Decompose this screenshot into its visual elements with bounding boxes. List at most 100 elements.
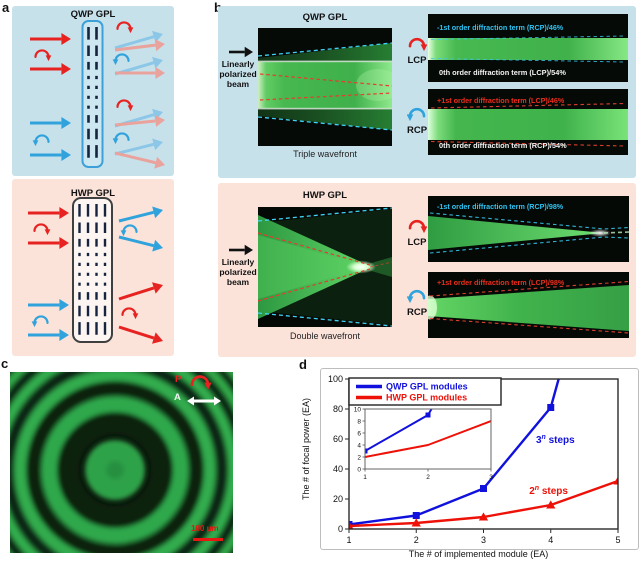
red-dashed-wavefront [369, 261, 392, 268]
polarization-rotation-icon [132, 313, 139, 320]
rcp-label: RCP [406, 307, 428, 318]
x-tick-label: 2 [414, 535, 419, 545]
inset-y-tick-label: 0 [357, 466, 361, 473]
scale-bar [193, 538, 223, 541]
polarization-rotation-icon [116, 99, 132, 109]
panel-b-qwp-caption: Triple wavefront [293, 149, 357, 159]
polarization-rotation-icon [127, 105, 134, 112]
red-dashed-wavefront [259, 73, 392, 87]
inset-area [365, 409, 491, 469]
polarization-rotation-icon [34, 134, 50, 144]
strip-headline: +1st order diffraction term (LCP)/98% [437, 278, 565, 287]
cyan-dashed-wavefront [258, 312, 392, 327]
data-marker-square [365, 448, 368, 454]
rcp-rotation [407, 296, 414, 304]
band-edge [258, 60, 392, 63]
annotation: 2n steps [529, 485, 568, 497]
polarization-rotation-icon [112, 59, 119, 66]
x-tick-label: 1 [346, 535, 351, 545]
strip-footline: 0th order diffraction term (LCP)/54% [439, 68, 566, 77]
y-tick-label: 80 [333, 404, 343, 414]
data-marker-square [547, 404, 555, 411]
scale-bar-label: 100 μm [191, 524, 219, 533]
x-tick-label: 4 [548, 535, 553, 545]
interference-ring [14, 372, 216, 553]
chart-y-axis-label: The # of focal power (EA) [301, 397, 311, 501]
beam-strip-graphic [428, 272, 629, 338]
polarizer-rotation [190, 375, 210, 386]
beam-arrow [152, 206, 163, 219]
beam-arrow [114, 119, 156, 127]
polarization-rotation-icon [32, 140, 39, 147]
beam-arrow [114, 142, 155, 156]
analyzer-label: A [174, 392, 181, 403]
beam-arrow [118, 325, 155, 340]
inset-y-tick-label: 10 [354, 406, 362, 413]
polarization-rotation-icon [44, 229, 51, 236]
beam-arrow [152, 282, 163, 294]
input-beam-arrow [244, 46, 253, 58]
data-marker-triangle [411, 518, 421, 527]
polarization-rotation-icon [45, 55, 52, 62]
cyan-dashed-wavefront [258, 116, 392, 131]
polarizer-label: P [175, 374, 182, 385]
qwp-gpl-diagram [30, 20, 165, 169]
panel-a-label: a [2, 0, 10, 15]
qwp-triple-wavefront-photo [258, 28, 392, 146]
beam-strip-graphic [428, 196, 629, 262]
beam-arrow [59, 329, 69, 341]
lcp-rotation [408, 219, 426, 230]
polarization-rotation-icon [114, 132, 130, 142]
beam-arrow [154, 114, 165, 127]
beam-arrow [154, 156, 165, 169]
inset-x-tick-label: 1 [363, 474, 367, 481]
beam-arrow [152, 108, 163, 121]
interference-ring [26, 381, 204, 553]
post-focus-beam [368, 257, 392, 277]
y-tick-label: 0 [338, 524, 343, 534]
rcp-rotation [408, 289, 426, 300]
beam-arrow [114, 151, 157, 165]
gpl-device [72, 197, 113, 343]
panel-b-qwp-title: QWP GPL [302, 12, 348, 23]
legend-label: HWP GPL modules [386, 393, 467, 403]
data-marker-triangle [478, 512, 489, 521]
panel-b-hwp-beam-label: Linearly polarized beam [219, 257, 257, 288]
beam-arrow [114, 35, 155, 50]
rcp-rotation-icon [407, 289, 426, 304]
x-tick-label: 5 [615, 535, 620, 545]
inset-x-tick-label: 2 [426, 474, 430, 481]
annotation: 3n steps [536, 434, 575, 446]
central-beam-band [258, 62, 392, 108]
focus-spot [346, 260, 376, 274]
lcp-rotation-icon [408, 219, 427, 234]
beam-arrow [154, 39, 165, 52]
analyzer-axis-icon [187, 396, 221, 406]
polarization-rotation-icon [34, 49, 50, 59]
y-tick-label: 100 [328, 374, 343, 384]
series-group [349, 379, 618, 529]
polarization-rotation-icon [31, 321, 38, 328]
interference-ring [41, 396, 189, 544]
qwp-minus1-order-photo: -1st order diffraction term (RCP)/46% 0t… [428, 14, 628, 82]
lcp-rotation [420, 44, 427, 52]
polarizer-rotation-icon [190, 375, 212, 390]
rcp-rotation [408, 107, 426, 118]
beam-arrow [61, 63, 71, 75]
data-marker-square [425, 412, 431, 418]
data-marker-square [412, 512, 420, 519]
panel-b-hwp-title: HWP GPL [302, 190, 348, 201]
strip-headline: -1st order diffraction term (RCP)/98% [437, 202, 564, 211]
beam-arrow [118, 286, 155, 301]
red-dashed-wavefront [258, 268, 371, 302]
legend-label: QWP GPL modules [386, 382, 468, 392]
interference-ring [57, 412, 173, 528]
lcp-rotation [408, 37, 426, 48]
polarization-rotation-icon [122, 224, 138, 234]
cyan-dashed-wavefront [258, 42, 392, 57]
beam-arrow [152, 239, 163, 252]
data-marker-triangle [546, 500, 556, 509]
beam-strip-graphic [428, 14, 628, 82]
hwp-gpl-diagram [28, 197, 163, 344]
